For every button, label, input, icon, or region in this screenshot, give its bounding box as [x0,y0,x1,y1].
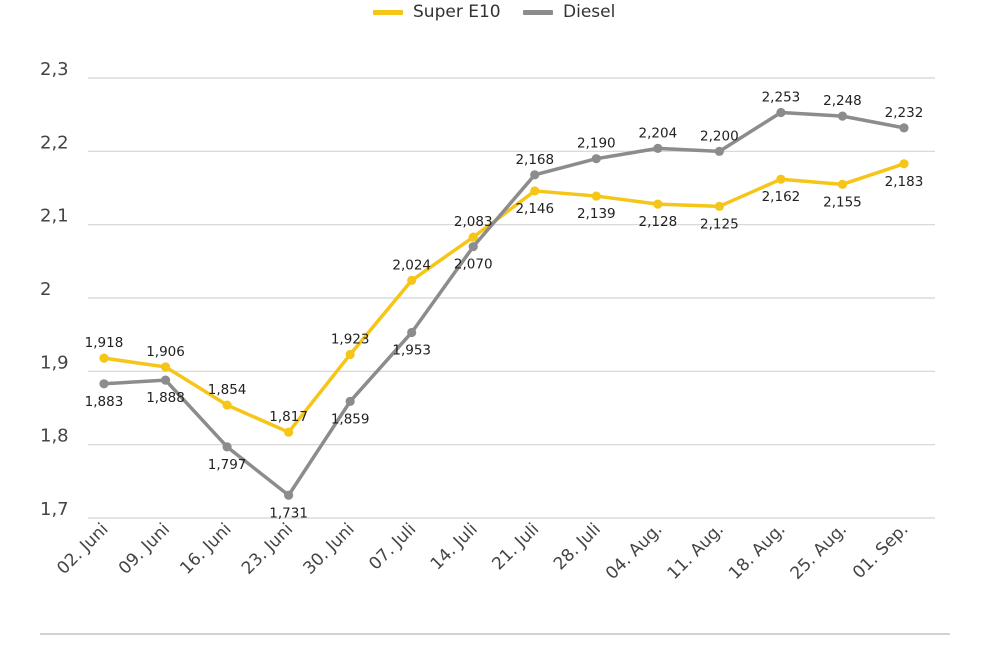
legend-swatch-super-e10 [373,9,403,15]
data-label-diesel-12: 2,248 [823,93,862,109]
data-point-diesel-0 [99,379,109,389]
data-label-diesel-3: 1,731 [269,505,308,521]
y-tick-label-5: 2,2 [40,132,69,153]
x-tick-label-11: 18. Aug. [725,519,789,583]
y-tick-label-0: 1,7 [40,499,69,520]
data-label-diesel-11: 2,253 [762,89,801,105]
data-label-diesel-10: 2,200 [700,128,739,144]
data-point-super-e10-8 [591,191,601,201]
data-point-super-e10-7 [530,186,540,196]
legend-swatch-diesel [523,9,553,15]
data-point-diesel-12 [837,111,848,121]
data-label-super-e10-3: 1,817 [269,409,308,425]
x-tick-label-5: 07. Juli [365,519,420,574]
data-point-diesel-2 [222,442,232,452]
legend: Super E10 Diesel [0,0,990,28]
x-tick-label-12: 25. Aug. [787,519,851,583]
data-point-super-e10-0 [99,353,109,363]
data-point-super-e10-10 [714,201,724,211]
data-label-super-e10-9: 2,128 [639,214,678,230]
data-point-diesel-10 [714,146,724,156]
data-label-super-e10-11: 2,162 [762,189,801,205]
data-label-super-e10-0: 1,918 [85,335,124,351]
data-label-diesel-2: 1,797 [208,457,247,473]
data-point-super-e10-12 [837,179,848,189]
data-label-diesel-8: 2,190 [577,136,616,152]
data-point-diesel-13 [899,123,909,133]
x-tick-label-0: 02. Juni [53,519,112,578]
data-point-diesel-8 [591,154,601,164]
data-point-diesel-11 [776,107,786,118]
legend-label-super-e10: Super E10 [413,2,501,22]
data-label-super-e10-8: 2,139 [577,206,616,222]
data-point-diesel-6 [468,242,478,252]
data-point-super-e10-2 [222,400,232,410]
x-tick-label-4: 30. Juni [299,519,358,578]
data-point-super-e10-6 [468,232,478,242]
data-label-super-e10-10: 2,125 [700,216,739,232]
data-point-diesel-1 [160,375,171,385]
data-label-diesel-6: 2,070 [454,257,493,273]
x-tick-label-1: 09. Juni [115,519,174,578]
data-label-diesel-5: 1,953 [392,342,431,358]
series-line-diesel [102,110,906,498]
data-label-diesel-1: 1,888 [146,390,185,406]
data-label-diesel-9: 2,204 [639,125,678,141]
data-label-super-e10-1: 1,906 [146,344,185,360]
data-label-super-e10-4: 1,923 [331,331,370,347]
x-tick-label-13: 01. Sep. [849,519,913,583]
x-tick-label-7: 21. Juli [488,519,543,574]
data-point-super-e10-1 [160,362,171,372]
data-point-super-e10-3 [284,427,294,437]
data-point-super-e10-9 [653,199,663,209]
y-tick-label-2: 1,9 [40,352,69,373]
y-tick-label-6: 2,3 [40,59,69,80]
x-tick-label-2: 16. Juni [176,519,235,578]
data-label-diesel-13: 2,232 [885,105,924,121]
data-point-diesel-5 [407,327,417,338]
x-tick-label-8: 28. Juli [550,519,605,574]
data-point-diesel-4 [345,396,355,406]
legend-item-diesel: Diesel [523,2,615,22]
series-line-super-e10 [102,162,906,434]
data-point-super-e10-5 [407,275,417,285]
y-tick-label-4: 2,1 [40,206,69,227]
data-label-super-e10-6: 2,083 [454,214,493,230]
x-tick-label-10: 11. Aug. [664,519,728,583]
data-label-super-e10-13: 2,183 [885,174,924,190]
data-label-super-e10-7: 2,146 [515,201,554,217]
data-point-super-e10-11 [776,174,786,184]
data-point-diesel-9 [653,143,663,153]
legend-label-diesel: Diesel [563,2,616,22]
data-point-diesel-3 [284,490,294,500]
data-point-super-e10-4 [345,349,355,360]
y-tick-label-3: 2 [40,279,51,300]
y-tick-label-1: 1,8 [40,426,69,447]
legend-item-super-e10: Super E10 [373,2,501,22]
data-label-super-e10-12: 2,155 [823,194,862,210]
bottom-divider [40,633,950,635]
data-point-diesel-7 [530,170,540,180]
data-label-diesel-7: 2,168 [515,152,554,168]
data-label-diesel-0: 1,883 [85,394,124,410]
x-tick-label-9: 04. Aug. [602,519,666,583]
data-point-super-e10-13 [899,159,909,169]
data-label-diesel-4: 1,859 [331,411,370,427]
x-tick-label-3: 23. Juni [238,519,297,578]
data-label-super-e10-5: 2,024 [392,257,431,273]
data-label-super-e10-2: 1,854 [208,382,247,398]
x-tick-label-6: 14. Juli [427,519,482,574]
